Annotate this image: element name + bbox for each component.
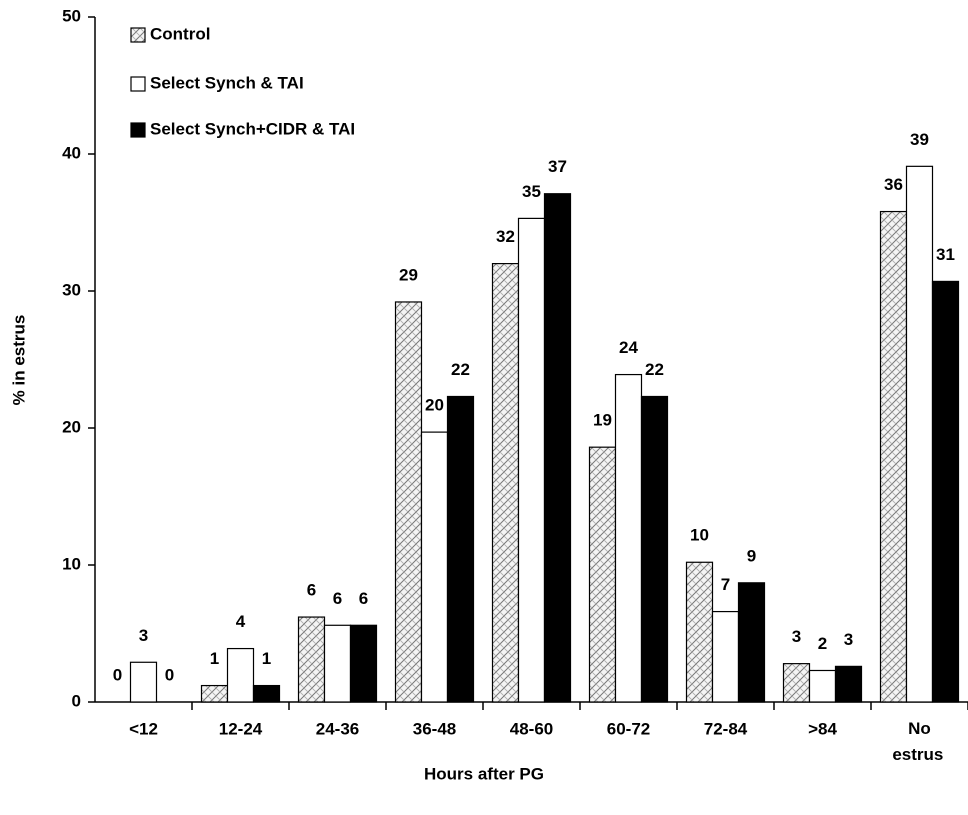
- bar: [931, 280, 960, 703]
- x-tick-label: 48-60: [510, 719, 553, 738]
- data-label: 32: [496, 227, 515, 246]
- x-tick-label: <12: [129, 719, 158, 738]
- data-label: 1: [210, 649, 219, 668]
- data-label: 0: [113, 665, 122, 684]
- x-axis-label: Hours after PG: [424, 764, 544, 783]
- y-tick-label: 0: [72, 691, 81, 710]
- data-label: 36: [884, 175, 903, 194]
- data-label: 22: [645, 360, 664, 379]
- data-label: 4: [236, 612, 246, 631]
- data-label: 7: [721, 575, 730, 594]
- bar: [640, 395, 669, 703]
- bar: [711, 610, 740, 703]
- data-label: 3: [844, 630, 853, 649]
- bar: [588, 446, 617, 703]
- legend-swatch: [130, 27, 146, 43]
- bar: [543, 193, 572, 703]
- bar: [517, 217, 546, 703]
- x-tick-label: 24-36: [316, 719, 359, 738]
- y-axis-label: % in estrus: [9, 315, 28, 406]
- data-label: 20: [425, 396, 444, 415]
- x-tick-label: >84: [808, 719, 837, 738]
- data-label: 31: [936, 245, 955, 264]
- bar: [226, 647, 255, 703]
- bar: [394, 301, 423, 703]
- bar: [685, 561, 714, 703]
- bar: [905, 165, 934, 703]
- data-label: 9: [747, 546, 756, 565]
- data-label: 29: [399, 265, 418, 284]
- data-label: 1: [262, 649, 271, 668]
- bar: [737, 582, 766, 703]
- data-label: 3: [792, 627, 801, 646]
- data-label: 35: [522, 182, 541, 201]
- legend-label: Control: [150, 24, 210, 43]
- x-tick-label: 60-72: [607, 719, 650, 738]
- bar: [614, 373, 643, 703]
- bar: [200, 684, 229, 703]
- bar: [491, 263, 520, 703]
- bar: [420, 431, 449, 703]
- data-label: 19: [593, 411, 612, 430]
- bar: [252, 684, 281, 703]
- bar: [323, 624, 352, 703]
- bar: [297, 616, 326, 703]
- data-label: 24: [619, 338, 638, 357]
- data-label: 37: [548, 157, 567, 176]
- x-tick-label: No estrus: [888, 719, 944, 764]
- y-tick-label: 10: [62, 554, 81, 573]
- legend-label: Select Synch+CIDR & TAI: [150, 119, 355, 138]
- data-label: 3: [139, 626, 148, 645]
- data-label: 6: [359, 589, 368, 608]
- data-label: 22: [451, 360, 470, 379]
- x-tick-label: 72-84: [704, 719, 748, 738]
- legend-swatch: [130, 122, 146, 138]
- data-label: 0: [165, 665, 174, 684]
- x-tick-label: 36-48: [413, 719, 456, 738]
- data-label: 39: [910, 130, 929, 149]
- data-label: 6: [333, 589, 342, 608]
- bar: [808, 669, 837, 703]
- bar: [879, 210, 908, 703]
- y-tick-label: 40: [62, 143, 81, 162]
- data-label: 10: [690, 526, 709, 545]
- data-label: 6: [307, 581, 316, 600]
- data-label: 2: [818, 634, 827, 653]
- legend-swatch: [130, 76, 146, 92]
- bar: [782, 663, 811, 703]
- bar: [834, 665, 863, 703]
- bar: [349, 624, 378, 703]
- bar: [446, 395, 475, 703]
- y-tick-label: 30: [62, 280, 81, 299]
- y-tick-label: 20: [62, 417, 81, 436]
- y-tick-label: 50: [62, 6, 81, 25]
- x-tick-label: 12-24: [219, 719, 263, 738]
- bar: [129, 661, 158, 703]
- legend-label: Select Synch & TAI: [150, 73, 304, 92]
